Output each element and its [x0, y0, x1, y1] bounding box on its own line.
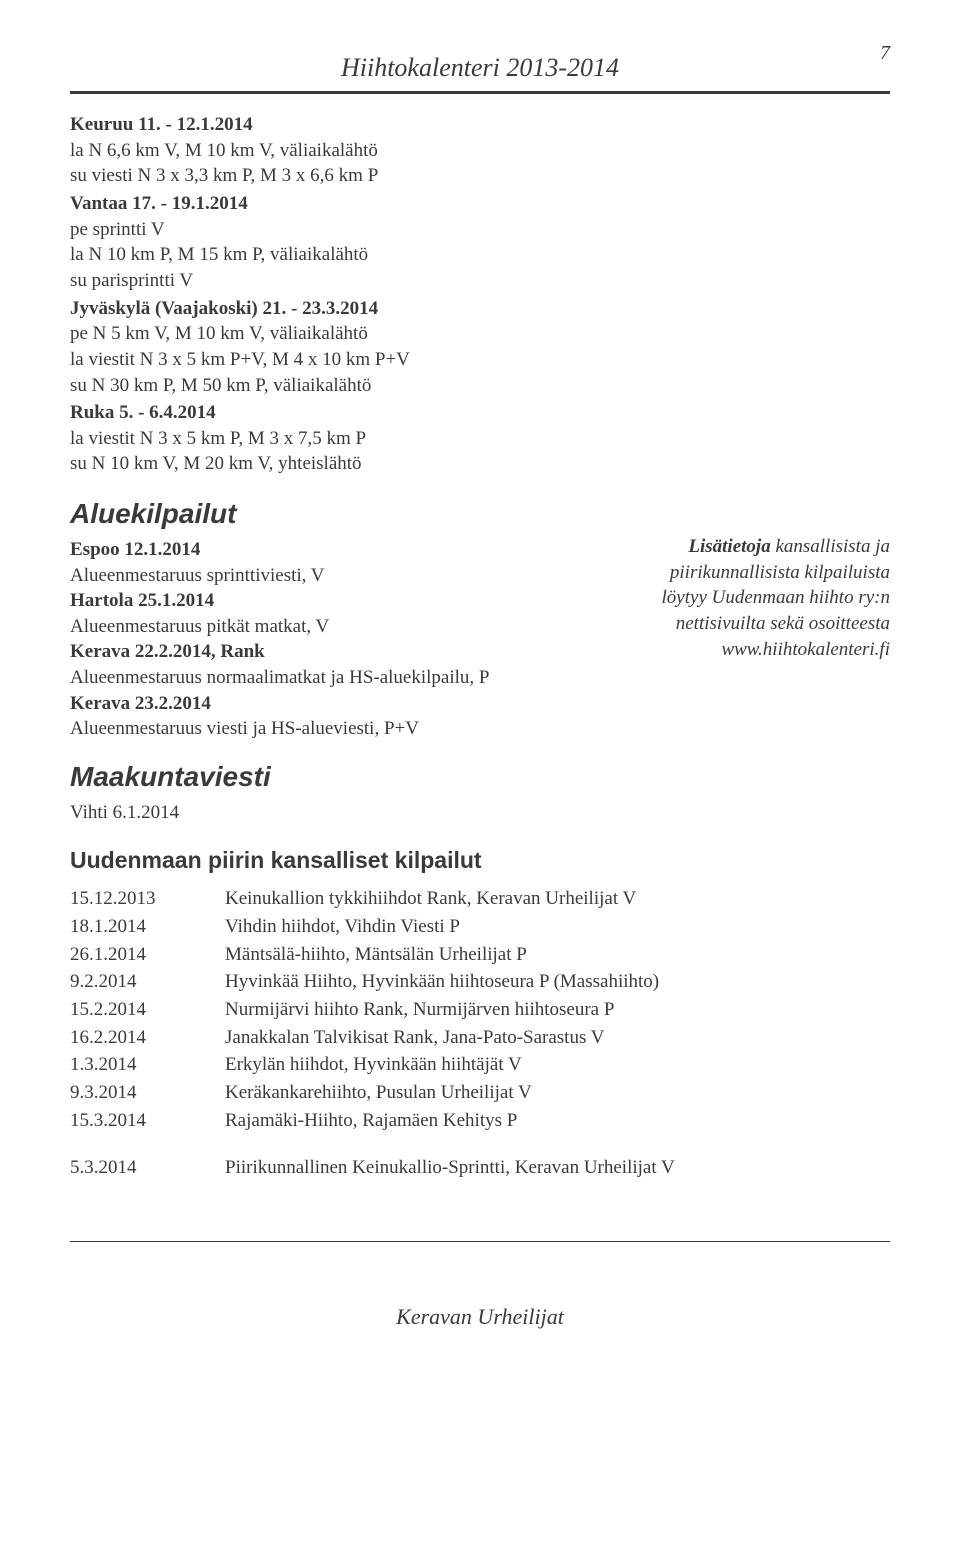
row-desc: Keräkankarehiihto, Pusulan Urheilijat V: [225, 1080, 890, 1106]
event-line: la N 10 km P, M 15 km P, väliaikalähtö: [70, 242, 890, 268]
event-line: su viesti N 3 x 3,3 km P, M 3 x 6,6 km P: [70, 163, 890, 189]
sidebox-line: nettisivuilta sekä osoitteesta: [580, 611, 890, 637]
aluekilpailut-title: Hartola 25.1.2014: [70, 588, 540, 614]
event-block: Keuruu 11. - 12.1.2014la N 6,6 km V, M 1…: [70, 112, 890, 189]
sidebox-line: Lisätietoja kansallisista ja: [580, 534, 890, 560]
extra-desc: Piirikunnallinen Keinukallio-Sprintti, K…: [225, 1155, 890, 1181]
row-date: 15.2.2014: [70, 997, 225, 1023]
row-date: 18.1.2014: [70, 914, 225, 940]
event-title: Keuruu 11. - 12.1.2014: [70, 112, 890, 138]
table-row: 1.3.2014Erkylän hiihdot, Hyvinkään hiiht…: [70, 1052, 890, 1078]
event-block: Jyväskylä (Vaajakoski) 21. - 23.3.2014pe…: [70, 296, 890, 399]
table-row: 9.3.2014Keräkankarehiihto, Pusulan Urhei…: [70, 1080, 890, 1106]
uudenmaan-extra-row: 5.3.2014 Piirikunnallinen Keinukallio-Sp…: [70, 1155, 890, 1181]
event-line: su N 10 km V, M 20 km V, yhteislähtö: [70, 451, 890, 477]
event-block: Vantaa 17. - 19.1.2014pe sprintti Vla N …: [70, 191, 890, 294]
event-title: Vantaa 17. - 19.1.2014: [70, 191, 890, 217]
sidebox-line: www.hiihtokalenteri.fi: [580, 637, 890, 663]
event-line: su parisprintti V: [70, 268, 890, 294]
row-date: 26.1.2014: [70, 942, 225, 968]
aluekilpailut-line: Alueenmestaruus normaalimatkat ja HS-alu…: [70, 665, 540, 691]
sidebox-line: löytyy Uudenmaan hiihto ry:n: [580, 585, 890, 611]
aluekilpailut-line: Alueenmestaruus sprinttiviesti, V: [70, 563, 540, 589]
aluekilpailut-heading: Aluekilpailut: [70, 495, 540, 533]
sidebox: Lisätietoja kansallisista japiirikunnall…: [580, 479, 890, 662]
row-desc: Rajamäki-Hiihto, Rajamäen Kehitys P: [225, 1108, 890, 1134]
page-number: 7: [880, 40, 890, 67]
row-desc: Nurmijärvi hiihto Rank, Nurmijärven hiih…: [225, 997, 890, 1023]
aluekilpailut-line: Alueenmestaruus pitkät matkat, V: [70, 614, 540, 640]
maakuntaviesti-line: Vihti 6.1.2014: [70, 800, 890, 826]
row-desc: Hyvinkää Hiihto, Hyvinkään hiihtoseura P…: [225, 969, 890, 995]
row-date: 15.3.2014: [70, 1108, 225, 1134]
header-title: Hiihtokalenteri 2013-2014: [341, 50, 619, 85]
event-line: pe N 5 km V, M 10 km V, väliaikalähtö: [70, 321, 890, 347]
footer-divider: [70, 1241, 890, 1242]
table-row: 9.2.2014Hyvinkää Hiihto, Hyvinkään hiiht…: [70, 969, 890, 995]
sidebox-line: piirikunnallisista kilpailuista: [580, 560, 890, 586]
table-row: 15.12.2013Keinukallion tykkihiihdot Rank…: [70, 886, 890, 912]
row-date: 1.3.2014: [70, 1052, 225, 1078]
uudenmaan-table: 15.12.2013Keinukallion tykkihiihdot Rank…: [70, 886, 890, 1133]
row-desc: Vihdin hiihdot, Vihdin Viesti P: [225, 914, 890, 940]
aluekilpailut-title: Kerava 22.2.2014, Rank: [70, 639, 540, 665]
event-title: Ruka 5. - 6.4.2014: [70, 400, 890, 426]
header: Hiihtokalenteri 2013-2014 7: [70, 50, 890, 85]
row-date: 15.12.2013: [70, 886, 225, 912]
header-divider: [70, 91, 890, 94]
events-list: Keuruu 11. - 12.1.2014la N 6,6 km V, M 1…: [70, 112, 890, 477]
uudenmaan-heading: Uudenmaan piirin kansalliset kilpailut: [70, 845, 890, 876]
row-desc: Erkylän hiihdot, Hyvinkään hiihtäjät V: [225, 1052, 890, 1078]
row-desc: Mäntsälä-hiihto, Mäntsälän Urheilijat P: [225, 942, 890, 968]
event-line: su N 30 km P, M 50 km P, väliaikalähtö: [70, 373, 890, 399]
event-title: Jyväskylä (Vaajakoski) 21. - 23.3.2014: [70, 296, 890, 322]
table-row: 26.1.2014Mäntsälä-hiihto, Mäntsälän Urhe…: [70, 942, 890, 968]
row-date: 9.3.2014: [70, 1080, 225, 1106]
table-row: 16.2.2014Janakkalan Talvikisat Rank, Jan…: [70, 1025, 890, 1051]
row-date: 16.2.2014: [70, 1025, 225, 1051]
aluekilpailut-list: Espoo 12.1.2014Alueenmestaruus sprinttiv…: [70, 537, 540, 742]
table-row: 15.3.2014Rajamäki-Hiihto, Rajamäen Kehit…: [70, 1108, 890, 1134]
event-line: pe sprintti V: [70, 217, 890, 243]
aluekilpailut-columns: Aluekilpailut Espoo 12.1.2014Alueenmesta…: [70, 479, 890, 742]
aluekilpailut-title: Espoo 12.1.2014: [70, 537, 540, 563]
row-desc: Keinukallion tykkihiihdot Rank, Keravan …: [225, 886, 890, 912]
event-line: la viestit N 3 x 5 km P+V, M 4 x 10 km P…: [70, 347, 890, 373]
table-row: 15.2.2014Nurmijärvi hiihto Rank, Nurmijä…: [70, 997, 890, 1023]
aluekilpailut-line: Alueenmestaruus viesti ja HS-alueviesti,…: [70, 716, 540, 742]
event-block: Ruka 5. - 6.4.2014la viestit N 3 x 5 km …: [70, 400, 890, 477]
footer-text: Keravan Urheilijat: [70, 1302, 890, 1332]
maakuntaviesti-heading: Maakuntaviesti: [70, 758, 890, 796]
aluekilpailut-column: Aluekilpailut Espoo 12.1.2014Alueenmesta…: [70, 479, 540, 742]
event-line: la N 6,6 km V, M 10 km V, väliaikalähtö: [70, 138, 890, 164]
event-line: la viestit N 3 x 5 km P, M 3 x 7,5 km P: [70, 426, 890, 452]
table-row: 18.1.2014Vihdin hiihdot, Vihdin Viesti P: [70, 914, 890, 940]
extra-date: 5.3.2014: [70, 1155, 225, 1181]
aluekilpailut-title: Kerava 23.2.2014: [70, 691, 540, 717]
row-desc: Janakkalan Talvikisat Rank, Jana-Pato-Sa…: [225, 1025, 890, 1051]
row-date: 9.2.2014: [70, 969, 225, 995]
